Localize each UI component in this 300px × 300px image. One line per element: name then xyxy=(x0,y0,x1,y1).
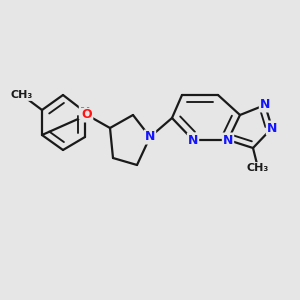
Text: N: N xyxy=(145,130,155,143)
Text: N: N xyxy=(80,106,90,118)
Text: CH₃: CH₃ xyxy=(247,163,269,173)
Text: N: N xyxy=(260,98,270,112)
Text: O: O xyxy=(82,109,92,122)
Text: N: N xyxy=(223,134,233,146)
Text: N: N xyxy=(188,134,198,146)
Text: CH₃: CH₃ xyxy=(11,90,33,100)
Text: N: N xyxy=(267,122,277,134)
